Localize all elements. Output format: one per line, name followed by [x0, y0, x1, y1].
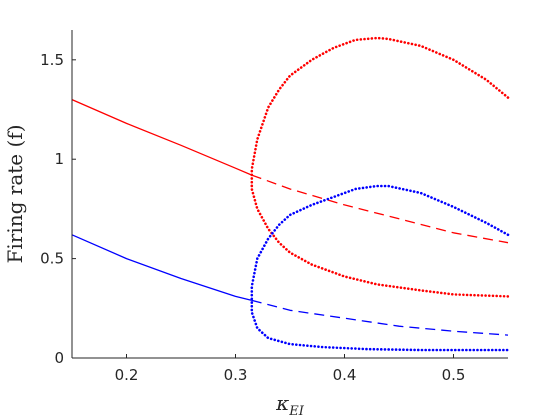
- red-dashed-curve: [251, 174, 509, 244]
- series-layer: [71, 36, 510, 352]
- tick-layer: 0.2 0.3 0.4 0.5 0 0.5 1 1.5: [40, 51, 465, 384]
- y-tick-label: 1.5: [40, 51, 64, 69]
- x-tick-label: 0.2: [115, 366, 139, 384]
- blue-solid-curve: [71, 234, 252, 302]
- y-axis-label: Firing rate (f): [3, 125, 27, 264]
- x-axis-label-symbol: κ: [275, 391, 289, 415]
- blue-dotted-curve: [250, 184, 510, 352]
- red-dotted-curve: [250, 36, 510, 298]
- y-tick-label: 0.5: [40, 250, 64, 268]
- y-tick-label: 1: [54, 150, 64, 168]
- red-solid-curve: [71, 99, 253, 176]
- x-axis-label: κEI: [275, 391, 305, 419]
- x-tick-label: 0.4: [333, 366, 357, 384]
- x-tick-label: 0.3: [224, 366, 248, 384]
- x-axis-label-subscript: EI: [288, 404, 304, 419]
- x-tick-label: 0.5: [442, 366, 466, 384]
- blue-dashed-curve: [251, 299, 509, 336]
- y-tick-label: 0: [54, 349, 64, 367]
